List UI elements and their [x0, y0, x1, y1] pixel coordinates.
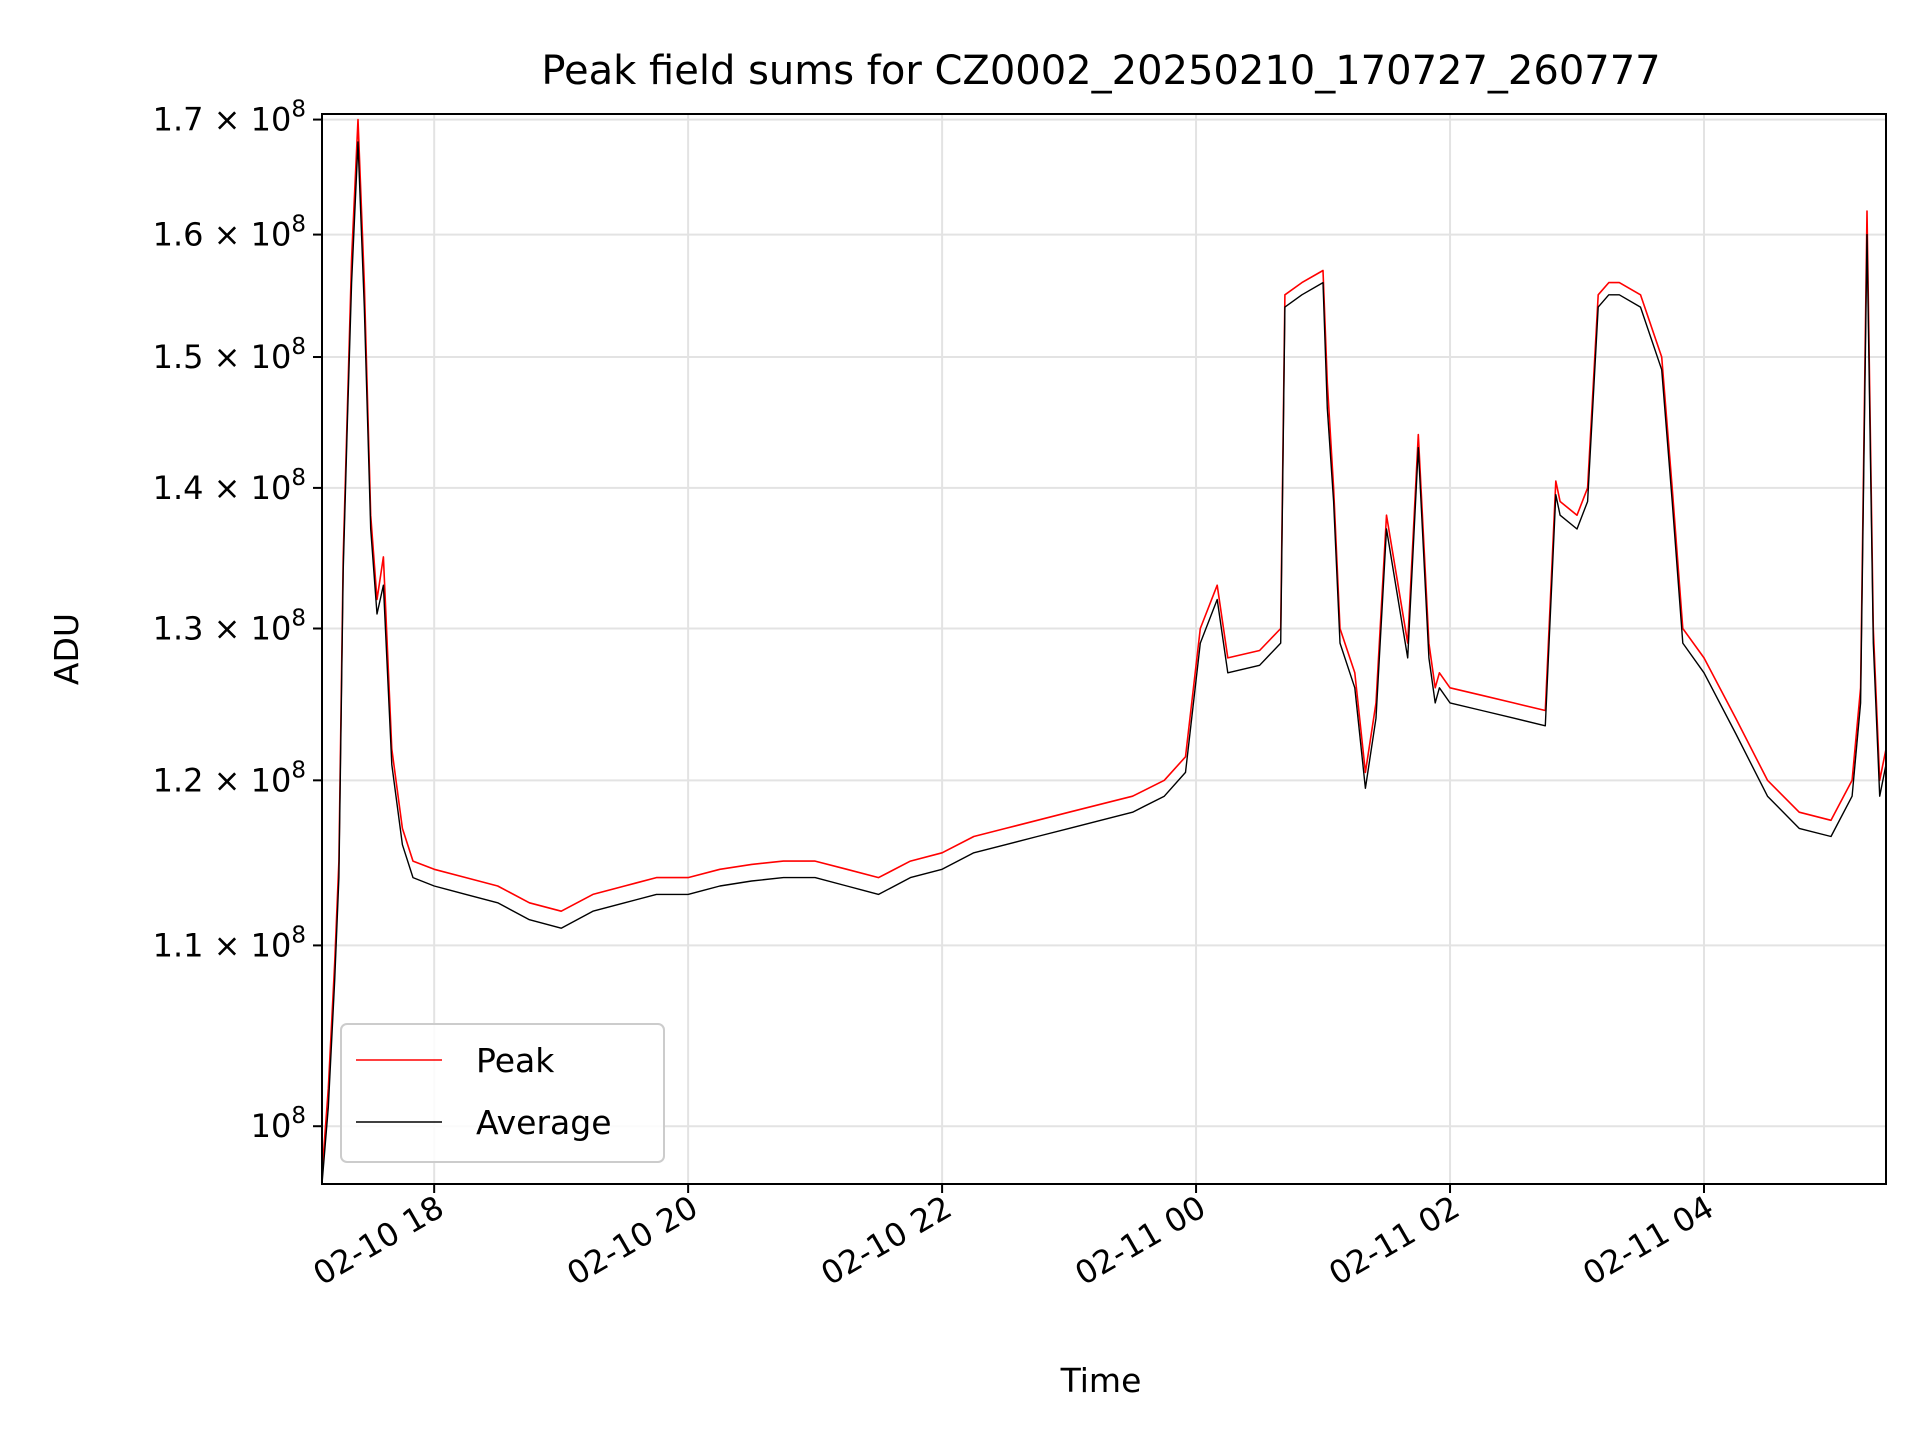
y-tick-label: 1.4 × 108: [153, 465, 306, 507]
legend: Peak Average: [340, 1023, 665, 1163]
y-axis-label: ADU: [47, 613, 86, 685]
y-tick-label: 1.5 × 108: [153, 334, 306, 376]
series-line-average: [321, 141, 1887, 1185]
y-tick-label: 1.6 × 108: [153, 212, 306, 254]
x-axis-label: Time: [1060, 1361, 1142, 1400]
y-tick-label: 1.2 × 108: [153, 757, 306, 799]
series-layer: [321, 118, 1887, 1185]
legend-label-average: Average: [476, 1103, 612, 1142]
series-line-peak: [321, 118, 1887, 1175]
y-tick-label: 1.7 × 108: [153, 97, 306, 139]
grid-layer: [322, 114, 1886, 1184]
plot-area-frame: [321, 113, 1887, 1185]
y-tick-label: 1.1 × 108: [153, 922, 306, 964]
legend-label-peak: Peak: [476, 1041, 555, 1080]
legend-box: [340, 1023, 665, 1163]
y-tick-label: 1.3 × 108: [153, 605, 306, 647]
chart-title: Peak field sums for CZ0002_20250210_1707…: [541, 48, 1660, 94]
